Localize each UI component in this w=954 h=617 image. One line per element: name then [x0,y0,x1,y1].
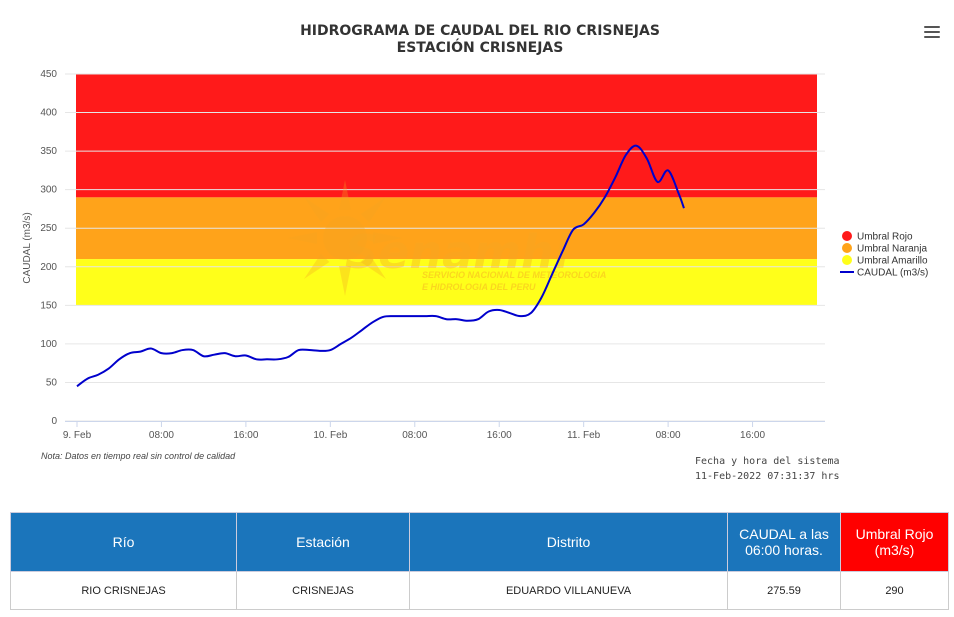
y-tick-label-8: 400 [40,108,57,119]
chart-title: HIDROGRAMA DE CAUDAL DEL RIO CRISNEJAS [300,23,660,39]
cell-distrito: EDUARDO VILLANUEVA [409,571,728,610]
table-header-row: Río Estación Distrito CAUDAL a las 06:00… [10,512,949,572]
header-umbral-rojo: Umbral Rojo (m3/s) [840,512,949,572]
legend-marker-0 [842,231,852,241]
y-tick-label-0: 0 [51,416,57,427]
legend-marker-2 [842,255,852,265]
watermark-brand: Senamhi [345,225,571,279]
system-time-value: 11-Feb-2022 07:31:37 hrs [695,471,840,482]
station-summary-table: Río Estación Distrito CAUDAL a las 06:00… [10,512,949,610]
series-line-0 [76,144,685,388]
header-distrito: Distrito [409,512,728,572]
threshold-band-0 [76,74,817,198]
legend-item-3[interactable]: CAUDAL (m3/s) [857,268,928,279]
x-tick-label-5: 16:00 [487,430,512,441]
header-estacion: Estación [236,512,410,572]
legend-item-2[interactable]: Umbral Amarillo [857,256,928,267]
legend-item-1[interactable]: Umbral Naranja [857,244,927,255]
cell-umbral-rojo: 290 [840,571,949,610]
x-tick-label-0: 9. Feb [63,430,92,441]
y-tick-label-6: 300 [40,185,57,196]
x-tick-label-7: 08:00 [656,430,681,441]
hamburger-menu-icon[interactable] [924,26,940,40]
x-tick-label-8: 16:00 [740,430,765,441]
x-tick-label-2: 16:00 [233,430,258,441]
watermark-line2: E HIDROLOGIA DEL PERU [422,282,536,292]
y-tick-label-3: 150 [40,300,57,311]
table-row: RIO CRISNEJAS CRISNEJAS EDUARDO VILLANUE… [10,571,949,610]
senamhi-watermark: Senamhi SERVICIO NACIONAL DE METEOROLOGI… [287,180,606,296]
hydrograph-chart: HIDROGRAMA DE CAUDAL DEL RIO CRISNEJAS E… [22,23,928,482]
cell-estacion: CRISNEJAS [236,571,410,610]
cell-rio: RIO CRISNEJAS [10,571,237,610]
y-tick-label-2: 100 [40,339,57,350]
y-tick-label-5: 250 [40,223,57,234]
chart-subtitle: ESTACIÓN CRISNEJAS [397,38,564,56]
data-quality-note: Nota: Datos en tiempo real sin control d… [41,451,236,461]
watermark-line1: SERVICIO NACIONAL DE METEOROLOGIA [422,270,606,280]
cell-caudal: 275.59 [727,571,841,610]
legend-item-0[interactable]: Umbral Rojo [857,232,913,243]
y-tick-label-4: 200 [40,262,57,273]
y-tick-label-1: 50 [46,377,58,388]
senamhi-sun-logo-icon [287,180,403,296]
x-tick-label-1: 08:00 [149,430,174,441]
x-tick-label-4: 08:00 [402,430,427,441]
header-caudal: CAUDAL a las 06:00 horas. [727,512,841,572]
header-rio: Río [10,512,237,572]
system-time-label: Fecha y hora del sistema [695,456,840,467]
x-tick-label-6: 11. Feb [567,430,601,441]
y-axis-label: CAUDAL (m3/s) [22,212,33,283]
x-tick-label-3: 10. Feb [313,430,347,441]
legend-marker-1 [842,243,852,253]
y-tick-label-7: 350 [40,146,57,157]
y-tick-label-9: 450 [40,69,57,80]
